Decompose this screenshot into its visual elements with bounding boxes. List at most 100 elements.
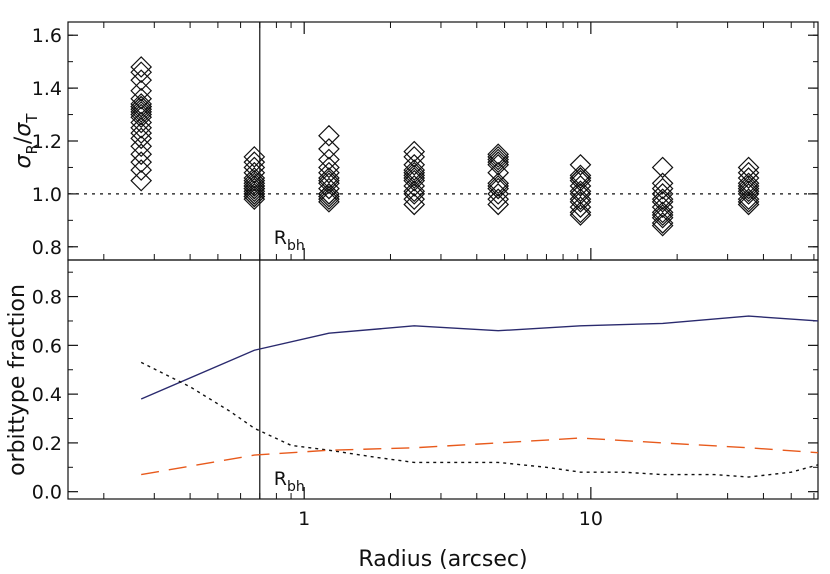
- sigma-ratio-point: [737, 161, 760, 184]
- sigma-ratio-point: [130, 98, 153, 121]
- sigma-ratio-point: [651, 156, 674, 179]
- top-y-tick-label: 1.4: [32, 78, 62, 100]
- top-y-tick-label: 0.8: [32, 237, 62, 259]
- orbittype-line-dotted: [140, 361, 819, 478]
- sigma-ratio-point: [737, 167, 760, 189]
- sigma-ratio-point: [487, 172, 510, 195]
- sigma-ratio-point: [243, 188, 266, 211]
- top-y-tick-label: 1.0: [32, 184, 62, 206]
- sigma-ratio-point: [569, 196, 592, 218]
- orbittype-line-dashed: [141, 437, 819, 476]
- sigma-ratio-point: [130, 169, 153, 192]
- sigma-ratio-point: [243, 169, 266, 192]
- sigma-ratio-point: [318, 124, 340, 147]
- sigma-ratio-point: [487, 161, 510, 184]
- sigma-ratio-point: [651, 214, 674, 237]
- sigma-ratio-point: [651, 183, 674, 205]
- top-y-axis-title: σR/σT: [11, 113, 41, 169]
- sigma-ratio-point: [403, 153, 426, 176]
- sigma-ratio-point: [318, 148, 340, 171]
- sigma-ratio-point: [651, 206, 674, 229]
- sigma-ratio-point: [403, 167, 426, 189]
- sigma-ratio-point: [487, 175, 510, 197]
- sigma-ratio-point: [487, 153, 510, 176]
- sigma-ratio-point: [130, 61, 153, 84]
- sigma-ratio-point: [403, 146, 426, 168]
- x-tick-label: 10: [579, 508, 603, 530]
- sigma-ratio-point: [487, 143, 510, 166]
- sigma-ratio-point: [737, 188, 760, 211]
- bottom-y-tick-label: 0.8: [32, 287, 62, 309]
- bottom-y-tick-label: 0.0: [32, 482, 62, 504]
- sigma-ratio-point: [403, 183, 426, 205]
- sigma-ratio-point: [130, 127, 153, 150]
- ylabel-sub-t: T: [23, 113, 41, 124]
- top-y-tick-label: 1.6: [32, 25, 62, 47]
- sigma-ratio-point: [569, 153, 592, 176]
- top-panel-frame: [67, 21, 819, 261]
- rbh-label-bottom-main: R: [274, 468, 287, 490]
- sigma-ratio-point: [130, 56, 153, 78]
- sigma-ratio-point: [569, 204, 592, 226]
- sigma-ratio-point: [243, 151, 266, 174]
- bottom-panel-frame: [67, 259, 819, 500]
- rbh-label-bottom-sub: bh: [287, 479, 305, 495]
- sigma-ratio-point: [487, 188, 510, 211]
- sigma-ratio-point: [403, 188, 426, 211]
- sigma-ratio-point: [403, 180, 426, 203]
- sigma-ratio-point: [651, 188, 674, 211]
- x-axis: 1 10: [103, 22, 815, 530]
- orbittype-lines: [140, 315, 819, 478]
- sigma-ratio-point: [130, 111, 153, 134]
- sigma-ratio-point: [243, 146, 266, 168]
- sigma-ratio-point: [403, 175, 426, 197]
- sigma-ratio-point: [243, 183, 266, 205]
- ylabel-sub-r: R: [23, 144, 41, 154]
- sigma-ratio-point: [130, 116, 153, 139]
- sigma-ratio-point: [130, 143, 153, 166]
- sigma-ratio-point: [243, 156, 266, 179]
- sigma-ratio-point: [403, 159, 426, 181]
- sigma-ratio-point: [130, 103, 153, 126]
- sigma-ratio-point: [487, 183, 510, 205]
- sigma-ratio-point: [569, 183, 592, 205]
- sigma-ratio-point: [130, 93, 153, 115]
- sigma-ratio-point: [569, 188, 592, 211]
- sigma-ratio-point: [487, 146, 510, 168]
- ylabel-sigma-t: σ: [11, 122, 36, 137]
- sigma-ratio-point: [130, 87, 153, 110]
- sigma-ratio-point: [651, 172, 674, 195]
- sigma-ratio-point: [737, 175, 760, 197]
- bottom-y-axis-title: orbittype fraction: [5, 284, 30, 476]
- sigma-ratio-point: [318, 188, 340, 211]
- rbh-label-top-main: R: [274, 227, 287, 249]
- sigma-ratio-point: [130, 106, 153, 129]
- sigma-ratio-point: [737, 190, 760, 213]
- sigma-ratio-point: [130, 135, 153, 158]
- sigma-ratio-point: [737, 180, 760, 203]
- sigma-ratio-point: [130, 151, 153, 174]
- sigma-ratio-point: [243, 167, 266, 189]
- sigma-ratio-point: [403, 140, 426, 163]
- rbh-label-top: Rbh: [274, 227, 305, 254]
- sigma-ratio-point: [243, 180, 266, 203]
- bottom-y-tick-label: 0.6: [32, 335, 62, 357]
- sigma-ratio-points: [130, 56, 760, 237]
- bottom-y-tick-label: 0.2: [32, 433, 62, 455]
- sigma-ratio-point: [651, 212, 674, 234]
- sigma-ratio-point: [651, 201, 674, 224]
- sigma-ratio-point: [130, 122, 153, 144]
- sigma-ratio-point: [318, 169, 340, 192]
- sigma-ratio-point: [403, 164, 426, 187]
- bottom-y-tick-label: 0.4: [32, 384, 62, 406]
- top-y-tick-label: 1.2: [32, 131, 62, 153]
- sigma-ratio-point: [737, 193, 760, 216]
- sigma-ratio-point: [487, 151, 510, 174]
- rbh-label-bottom: Rbh: [274, 468, 305, 495]
- sigma-ratio-point: [487, 193, 510, 216]
- bottom-panel: 0.0 0.2 0.4 0.6 0.8 1 10 Rbh orbittype fracti…: [5, 22, 819, 572]
- ylabel-slash: /: [11, 136, 36, 144]
- sigma-ratio-point: [243, 175, 266, 197]
- sigma-ratio-point: [130, 69, 153, 92]
- sigma-ratio-point: [130, 79, 153, 102]
